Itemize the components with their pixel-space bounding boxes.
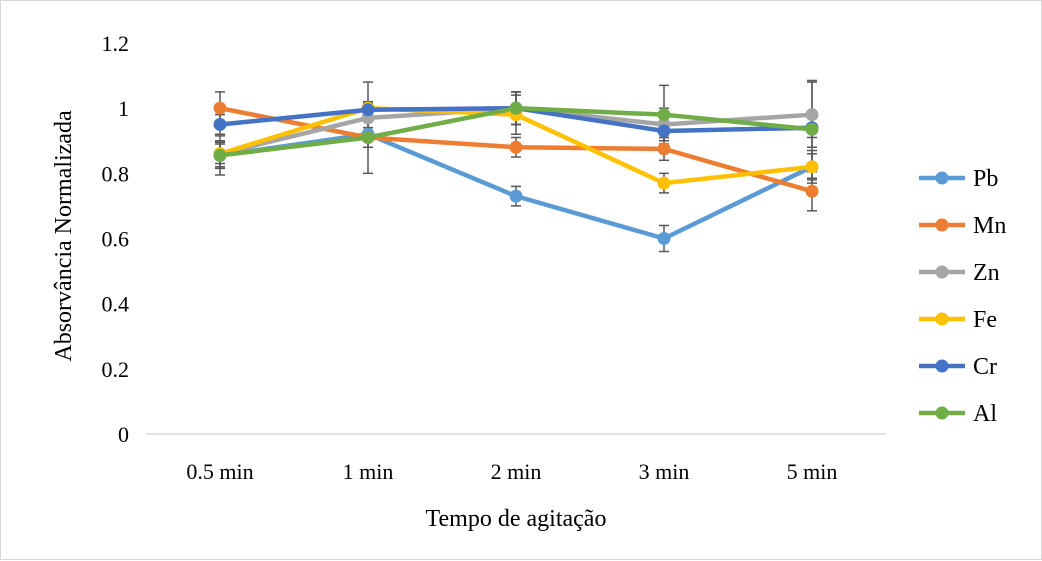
- legend-marker: [935, 359, 949, 373]
- legend-item-fe: Fe: [919, 307, 997, 333]
- legend-label: Pb: [973, 166, 998, 192]
- x-axis-title: Tempo de agitação: [426, 506, 607, 532]
- y-tick-label: 1.2: [102, 31, 130, 56]
- legend-item-zn: Zn: [919, 260, 1000, 286]
- data-point-al: [361, 130, 375, 144]
- legend-item-pb: Pb: [919, 166, 998, 192]
- data-point-pb: [509, 189, 523, 203]
- legend-marker: [935, 265, 949, 279]
- data-point-fe: [805, 160, 819, 174]
- data-point-al: [213, 148, 227, 162]
- x-tick-label: 2 min: [491, 459, 542, 484]
- data-point-mn: [509, 140, 523, 154]
- data-point-cr: [361, 103, 375, 117]
- data-point-al: [657, 108, 671, 122]
- y-tick-label: 1: [118, 96, 129, 121]
- series-lines: [213, 101, 819, 245]
- legend-label: Cr: [973, 354, 997, 380]
- y-tick-label: 0.2: [102, 357, 130, 382]
- series-al: [213, 101, 819, 162]
- legend-item-al: Al: [919, 401, 997, 427]
- x-tick-label: 0.5 min: [186, 459, 253, 484]
- x-tick-label: 3 min: [639, 459, 690, 484]
- legend-item-mn: Mn: [919, 213, 1006, 239]
- legend-label: Zn: [973, 260, 1000, 286]
- x-tick-labels: 0.5 min 1 min 2 min 3 min 5 min: [186, 459, 837, 484]
- y-axis-title: Absorvância Normalizada: [51, 110, 77, 362]
- y-tick-labels: 0 0.2 0.4 0.6 0.8 1 1.2: [102, 31, 130, 447]
- y-tick-label: 0.6: [102, 227, 130, 252]
- data-point-mn: [657, 142, 671, 156]
- data-point-fe: [657, 176, 671, 190]
- data-point-cr: [657, 124, 671, 138]
- legend-marker: [935, 171, 949, 185]
- data-point-al: [509, 101, 523, 115]
- y-tick-label: 0.4: [102, 292, 130, 317]
- y-tick-label: 0.8: [102, 161, 130, 186]
- legend-item-cr: Cr: [919, 354, 997, 380]
- legend-marker: [935, 312, 949, 326]
- data-point-mn: [805, 184, 819, 198]
- x-tick-label: 1 min: [343, 459, 394, 484]
- legend-marker: [935, 406, 949, 420]
- x-tick-label: 5 min: [787, 459, 838, 484]
- legend-label: Al: [973, 401, 997, 427]
- legend: Pb Mn Zn Fe Cr Al: [919, 166, 1006, 427]
- data-point-cr: [213, 117, 227, 131]
- legend-marker: [935, 218, 949, 232]
- data-point-pb: [657, 232, 671, 245]
- legend-label: Fe: [973, 307, 997, 333]
- data-point-zn: [805, 108, 819, 122]
- legend-label: Mn: [973, 213, 1006, 239]
- y-tick-label: 0: [118, 422, 129, 447]
- data-point-al: [805, 122, 819, 136]
- data-point-mn: [213, 101, 227, 115]
